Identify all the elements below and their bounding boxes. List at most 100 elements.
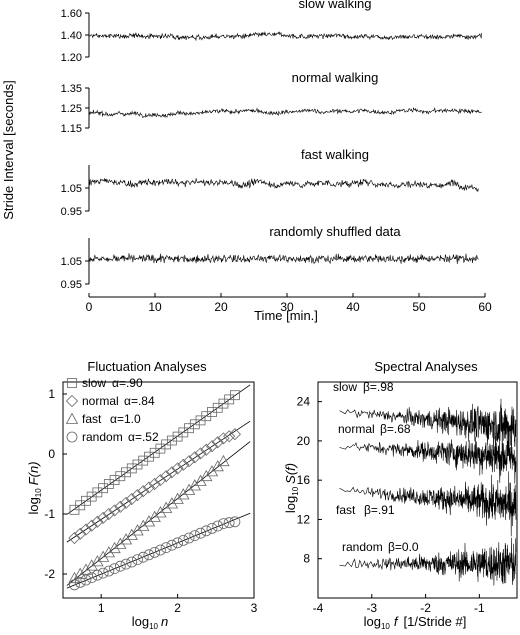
fluct-xlabel-sub: 10 (149, 622, 158, 631)
panel-ytick-label-1-2: 1.40 (61, 30, 82, 42)
fluct-point-normal-5 (114, 500, 127, 513)
spec-label-beta-fast: β=.91 (364, 503, 395, 517)
fluct-legend-marker-normal (65, 394, 79, 408)
spec-ytick-label-20: 20 (297, 434, 311, 448)
stride-xtick-label-30: 30 (280, 300, 294, 314)
stride-xtick-label-10: 10 (148, 300, 162, 314)
fluct-point-random-2b (86, 572, 98, 583)
spec-xtick-label-3: -1 (474, 601, 485, 615)
fluct-ytick-label-3: 1 (48, 387, 55, 401)
fluct-point-random-9 (160, 542, 172, 553)
fluct-point-fast-2b (85, 559, 98, 571)
spec-ytick-label-24: 24 (297, 395, 311, 409)
fluct-point-random-1b (74, 577, 86, 588)
fluct-point-random-4 (103, 565, 115, 577)
panel-title-4: randomly shuffled data (269, 224, 401, 239)
fluct-ytick-label-0: -2 (44, 567, 55, 581)
fluct-ylabel-var: F(n) (26, 461, 41, 485)
fluct-point-random-11b (189, 530, 201, 541)
fluct-series-random (66, 512, 251, 591)
fluct-series-fast (66, 441, 251, 586)
fluct-point-normal-13b (211, 436, 224, 449)
fluct-point-random-5b (120, 558, 132, 570)
fluct-xlabel: log10 n (132, 614, 169, 631)
fluct-point-slow-6 (126, 463, 137, 474)
fluct-ytick-label-2: 0 (48, 447, 55, 461)
fluct-fit-fast (66, 441, 251, 586)
fluct-point-fast-1b (74, 567, 87, 579)
fluct-point-random-6b (132, 554, 143, 565)
spec-trace-random (339, 537, 517, 586)
fluct-point-fast-3 (91, 555, 104, 567)
fluct-point-normal-9b (165, 466, 178, 479)
fluct-point-random-13b (212, 520, 224, 532)
spec-label-name-fast: fast (336, 503, 356, 517)
panel-ytick-label-2-2: 1.25 (61, 103, 82, 115)
fluct-point-fast-4 (102, 546, 116, 558)
fluct-point-random-8 (149, 547, 161, 558)
stride-interval-chart: slow walking 1.20 1.40 1.60 normal walking 1.… (1, 0, 492, 323)
fluct-point-normal-12b (200, 443, 213, 456)
fluct-point-slow-9 (161, 439, 172, 450)
fluct-legend-label-random: α=.52 (128, 430, 159, 444)
fluct-point-normal-2 (79, 523, 92, 536)
spec-xlabel-sub: 10 (381, 622, 390, 631)
fluct-point-fast-8b (154, 506, 167, 518)
fluct-fit-normal (66, 420, 251, 543)
fluct-point-random-9b (166, 539, 178, 551)
fluct-point-fast-1 (68, 571, 81, 584)
panel-ytick-label-4-1: 0.95 (61, 279, 82, 291)
fluct-point-fast-6 (125, 528, 138, 540)
fluct-point-slow-4b (109, 475, 120, 486)
spec-series-normal (339, 429, 517, 484)
fluct-point-slow-11 (184, 423, 194, 434)
spec-ylabel-var: S(f) (283, 463, 298, 484)
stride-panel-4: randomly shuffled data 0.95 1.05 (61, 224, 479, 291)
fluct-legend-marker-fast (65, 412, 79, 424)
fluct-point-random-2 (80, 574, 92, 586)
fluct-point-random-10b (177, 535, 189, 546)
spec-ylabel: log10 S(f) (283, 463, 300, 513)
spec-xlabel-unit: [1/Stride #] (404, 614, 467, 629)
fluct-point-fast-11b (188, 479, 201, 491)
fluct-xtick-label-3: 3 (251, 601, 258, 615)
spec-xtick-label-0: -4 (313, 601, 324, 615)
fluct-ytick-label-1: -1 (44, 507, 55, 521)
fluct-point-normal-12 (194, 447, 207, 460)
stride-ylabel: Stride Interval [seconds] (1, 80, 16, 219)
stride-xtick-label-40: 40 (346, 300, 360, 314)
fluct-point-normal-11 (182, 455, 196, 468)
fluct-point-fast-5b (119, 533, 133, 545)
fluct-point-slow-6b (132, 459, 143, 470)
fluct-point-random-3 (91, 569, 103, 581)
fluct-legend-random: random α=.52 (66, 430, 159, 444)
spec-label-slow: slow β=.98 (333, 380, 394, 394)
fluct-point-normal-14 (217, 432, 230, 445)
fluct-point-random-3b (97, 567, 109, 579)
fluct-legend-fast: fast α=1.0 (65, 412, 141, 426)
fluct-point-random-7 (137, 551, 149, 563)
panel-ytick-label-1-1: 1.20 (61, 52, 82, 64)
fluct-point-fast-7 (137, 519, 150, 531)
stride-xlabel: Time [min.] (254, 308, 318, 323)
fluct-point-fast-8 (148, 510, 161, 522)
fluct-ylabel-base: log (26, 497, 41, 514)
panel-ytick-label-3-2: 1.05 (61, 183, 82, 195)
fluct-point-fast-6b (131, 524, 144, 536)
spec-frame (317, 381, 518, 599)
panel-trace-2 (88, 107, 482, 119)
fluct-xtick-label-2: 2 (174, 601, 181, 615)
fluct-point-normal-10b (177, 458, 190, 471)
fluct-point-fast-4b (108, 541, 121, 554)
spec-label-fast: fast β=.91 (336, 503, 395, 517)
fluct-point-fast-10 (171, 492, 184, 504)
spec-ylabel-sub: 10 (291, 486, 300, 495)
fluct-point-normal-6b (131, 489, 144, 502)
fluct-point-random-6 (126, 556, 138, 568)
stride-xtick-label-0: 0 (86, 300, 93, 314)
spec-label-name-normal: normal (338, 422, 375, 436)
panel-ytick-label-3-1: 0.95 (61, 206, 82, 218)
fluct-legend-label-normal: α=.84 (124, 394, 155, 408)
fluct-point-fast-11 (182, 483, 196, 495)
fluct-point-normal-1 (68, 531, 81, 545)
